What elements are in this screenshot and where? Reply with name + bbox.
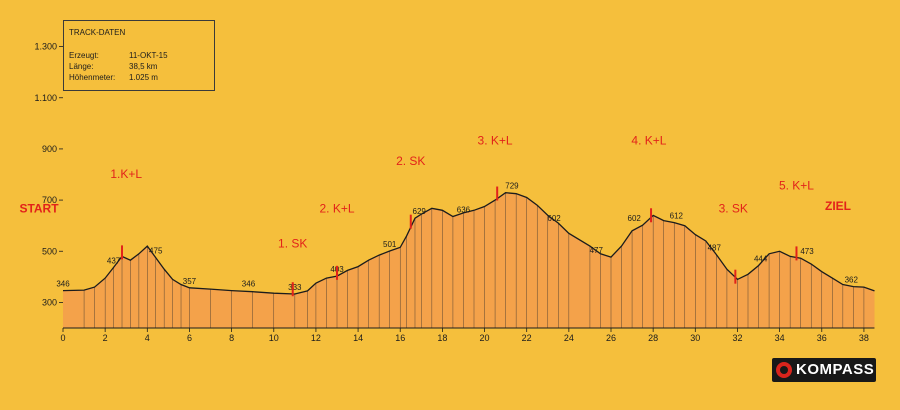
y-tick-label: 1.100 xyxy=(34,93,57,103)
info-value: 38,5 km xyxy=(129,62,158,71)
segment-label: 3. K+L xyxy=(478,134,513,148)
info-key: Höhenmeter: xyxy=(69,73,116,82)
elevation-label: 612 xyxy=(670,212,684,221)
x-tick-label: 14 xyxy=(353,333,363,343)
x-tick-label: 24 xyxy=(564,333,574,343)
elevation-label: 357 xyxy=(183,277,197,286)
elevation-label: 487 xyxy=(708,244,722,253)
elevation-label: 362 xyxy=(845,276,859,285)
elevation-label: 346 xyxy=(56,280,70,289)
info-value: 11-OKT-15 xyxy=(129,51,168,60)
elevation-label: 346 xyxy=(242,280,256,289)
segment-label: 5. K+L xyxy=(779,178,814,192)
segment-label: 1.K+L xyxy=(110,167,142,181)
x-tick-label: 16 xyxy=(395,333,405,343)
y-tick-label: 1.300 xyxy=(34,42,57,52)
segment-label: 3. SK xyxy=(719,201,748,215)
profile-area xyxy=(63,192,875,328)
track-data-box: TRACK-DATEN Erzeugt: 11-OKT-15 Länge: 38… xyxy=(63,20,215,91)
elevation-label: 444 xyxy=(754,255,768,264)
x-tick-label: 10 xyxy=(269,333,279,343)
x-tick-label: 30 xyxy=(690,333,700,343)
x-tick-label: 20 xyxy=(480,333,490,343)
x-tick-label: 26 xyxy=(606,333,616,343)
x-tick-label: 0 xyxy=(60,333,65,343)
x-tick-label: 32 xyxy=(732,333,742,343)
segment-label: ZIEL xyxy=(825,199,851,213)
segment-label: 2. K+L xyxy=(319,201,354,215)
x-tick-label: 12 xyxy=(311,333,321,343)
y-tick-label: 900 xyxy=(42,144,57,154)
elevation-label: 602 xyxy=(628,214,642,223)
segment-label: 1. SK xyxy=(278,236,307,250)
y-tick-label: 300 xyxy=(42,297,57,307)
x-tick-label: 2 xyxy=(103,333,108,343)
compass-icon xyxy=(776,362,792,378)
segment-label: START xyxy=(19,201,59,215)
elevation-label: 602 xyxy=(547,214,561,223)
x-tick-label: 38 xyxy=(859,333,869,343)
elevation-label: 475 xyxy=(149,247,163,256)
x-tick-label: 34 xyxy=(775,333,785,343)
x-tick-label: 4 xyxy=(145,333,150,343)
x-tick-label: 6 xyxy=(187,333,192,343)
info-value: 1.025 m xyxy=(129,73,158,82)
y-tick-label: 700 xyxy=(42,195,57,205)
elevation-label: 473 xyxy=(800,247,814,256)
logo-text: KOMPASS xyxy=(796,361,875,378)
elevation-label: 477 xyxy=(590,246,604,255)
x-tick-label: 28 xyxy=(648,333,658,343)
kompass-logo: KOMPASS xyxy=(772,358,876,382)
elevation-label: 729 xyxy=(505,182,519,191)
segment-label: 4. K+L xyxy=(631,134,666,148)
x-tick-label: 8 xyxy=(229,333,234,343)
elevation-label: 629 xyxy=(413,207,427,216)
elevation-label: 636 xyxy=(457,205,471,214)
y-tick-label: 500 xyxy=(42,246,57,256)
info-key: Erzeugt: xyxy=(69,51,99,60)
x-tick-label: 18 xyxy=(437,333,447,343)
segment-label: 2. SK xyxy=(396,154,425,168)
elevation-label: 333 xyxy=(288,283,302,292)
x-tick-label: 36 xyxy=(817,333,827,343)
info-key: Länge: xyxy=(69,62,94,71)
profile-line xyxy=(62,192,875,295)
elevation-label: 437 xyxy=(107,256,121,265)
elevation-label: 501 xyxy=(383,240,397,249)
track-data-title: TRACK-DATEN xyxy=(69,28,126,37)
x-tick-label: 22 xyxy=(522,333,532,343)
